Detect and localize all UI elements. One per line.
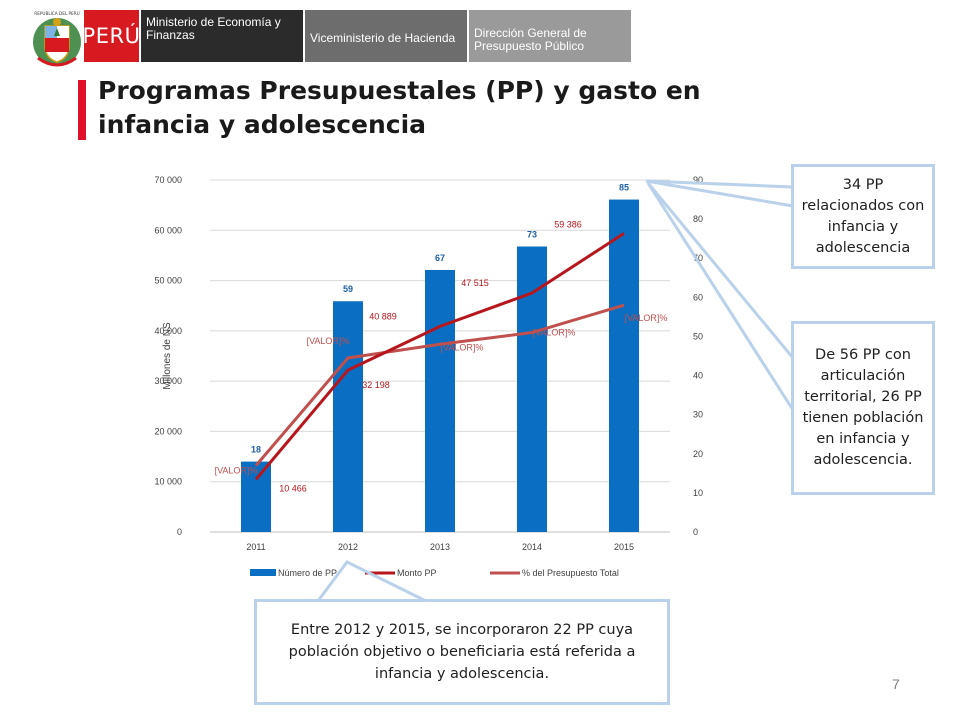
callout-bottom: Entre 2012 y 2015, se incorporaron 22 PP… [254, 599, 670, 705]
y-tick-label: 60 000 [154, 225, 182, 235]
y-tick-label: 40 000 [154, 326, 182, 336]
y2-tick-label: 30 [693, 410, 703, 420]
peru-brand: PERÚ [83, 10, 140, 62]
y2-tick-label: 50 [693, 331, 703, 341]
legend-label-monto: Monto PP [397, 568, 437, 578]
y2-tick-label: 70 [693, 253, 703, 263]
monto-data-label: 40 889 [369, 311, 397, 321]
y2-tick-label: 60 [693, 292, 703, 302]
y2-tick-label: 80 [693, 214, 703, 224]
pct-data-label: [VALOR]% [533, 328, 576, 338]
monto-data-label: 32 198 [362, 380, 390, 390]
x-tick-label: 2013 [430, 542, 450, 552]
pct-series-line [254, 303, 625, 467]
vice-ministry-label: Viceministerio de Hacienda [305, 10, 467, 62]
x-tick-label: 2012 [338, 542, 358, 552]
bar [609, 199, 639, 533]
combo-chart: 0 10 000 20 000 30 000 40 000 50 000 60 000 70 … [154, 175, 703, 578]
y-tick-label: 30 000 [154, 376, 182, 386]
callout-34-pp-text: 34 PP relacionados con infancia y adoles… [801, 176, 925, 256]
bar-data-label: 18 [251, 445, 261, 455]
y2-tick-label: 20 [693, 449, 703, 459]
bar-data-label: 85 [619, 183, 629, 193]
legend-swatch-bars [250, 569, 276, 576]
y2-tick-label: 40 [693, 371, 703, 381]
monto-data-label: 59 386 [554, 219, 582, 229]
pct-data-label: [VALOR]% [215, 466, 258, 476]
callout-34-pp: 34 PP relacionados con infancia y adoles… [791, 164, 935, 269]
x-tick-label: 2015 [614, 542, 634, 552]
bar-data-label: 59 [343, 284, 353, 294]
legend-label-bars: Número de PP [278, 568, 337, 578]
bar [425, 269, 455, 532]
x-tick-label: 2011 [246, 542, 265, 552]
y-axis-label: Millones de NS [162, 322, 173, 390]
y-tick-label: 20 000 [154, 426, 182, 436]
bar [517, 246, 547, 532]
pct-data-label: [VALOR]% [441, 342, 484, 352]
title-accent-bar [78, 80, 86, 140]
pct-data-label: [VALOR]% [625, 313, 668, 323]
bar-data-label: 67 [435, 253, 445, 263]
bar-data-label: 73 [527, 229, 537, 239]
bar [333, 301, 363, 532]
x-tick-label: 2014 [522, 542, 542, 552]
page-number: 7 [892, 676, 900, 692]
monto-data-label: 10 466 [279, 483, 307, 493]
callout-56-pp: De 56 PP con articulación territorial, 2… [791, 321, 935, 495]
monto-data-label: 47 515 [461, 278, 489, 288]
y-tick-label: 50 000 [154, 276, 182, 286]
ministry-label: Ministerio de Economía y Finanzas [141, 10, 303, 62]
y-tick-label: 0 [177, 527, 182, 537]
y2-tick-label: 90 [693, 175, 703, 185]
y2-tick-label: 10 [693, 488, 703, 498]
y2-tick-label: 0 [693, 527, 698, 537]
slide-title: Programas Presupuestales (PP) y gasto en… [98, 76, 701, 139]
y-tick-label: 10 000 [154, 477, 182, 487]
logo-text: REPUBLICA DEL PERU [34, 11, 79, 16]
coat-of-arms-logo: REPUBLICA DEL PERU [33, 11, 81, 67]
pct-data-label: [VALOR]% [307, 336, 350, 346]
monto-series-line [254, 232, 625, 481]
bar [241, 461, 271, 532]
y-tick-label: 70 000 [154, 175, 182, 185]
callout-56-pp-text: De 56 PP con articulación territorial, 2… [802, 347, 924, 468]
callout-bottom-text: Entre 2012 y 2015, se incorporaron 22 PP… [288, 622, 636, 682]
directorate-label: Dirección General de Presupuesto Público [469, 10, 631, 62]
legend-label-pct: % del Presupuesto Total [522, 568, 619, 578]
